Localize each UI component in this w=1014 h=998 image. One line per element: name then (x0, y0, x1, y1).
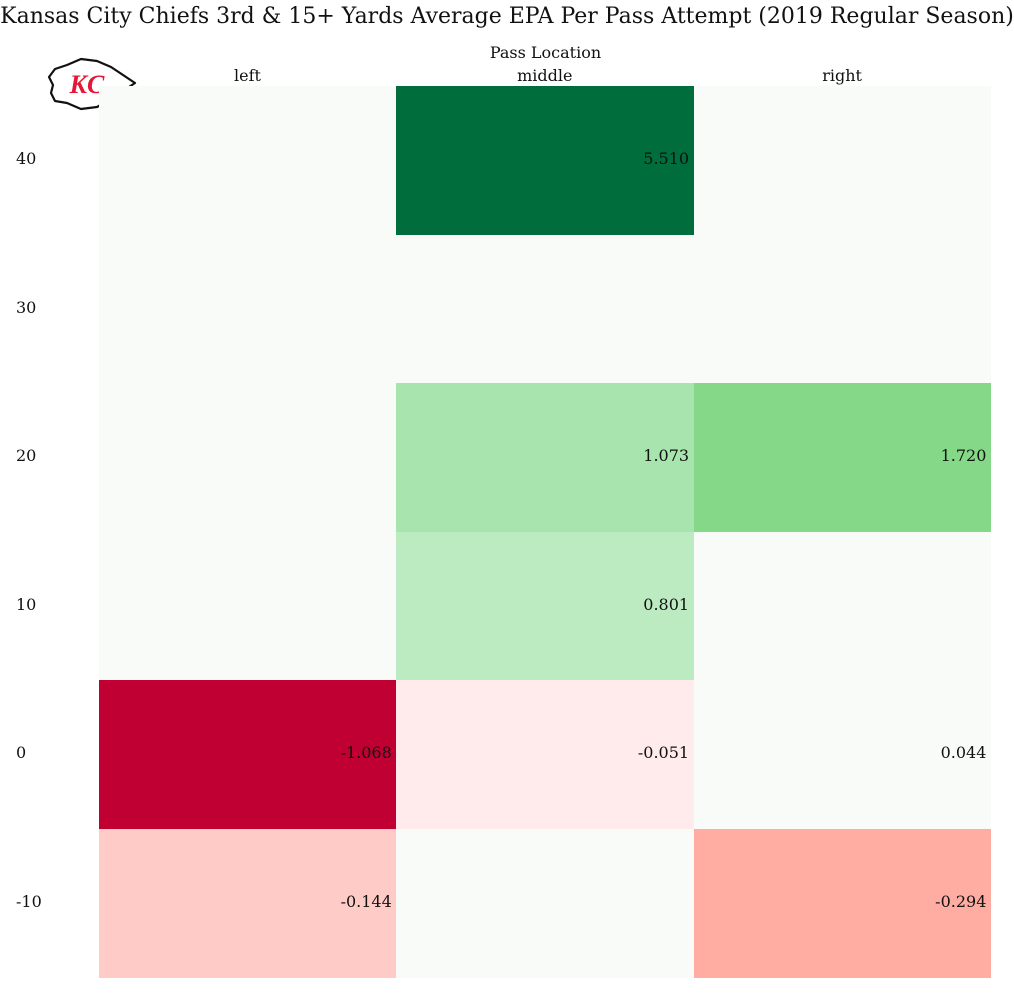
heatmap-cell-right-0: 0.044 (693, 680, 992, 829)
y-tick-label--10: -10 (16, 891, 42, 911)
heatmap-cell-middle-40: 5.510 (396, 86, 695, 235)
heatmap-cell-left-30 (99, 234, 397, 384)
x-tick-label-left: left (234, 66, 261, 85)
y-tick-label-30: 30 (16, 297, 37, 317)
heatmap-cell-right-40 (693, 86, 992, 235)
cell-value-label: -0.051 (637, 743, 690, 763)
heatmap-cell-middle-0: -0.051 (396, 680, 695, 829)
heatmap-cell-left-0: -1.068 (99, 680, 397, 829)
chart-title: Kansas City Chiefs 3rd & 15+ Yards Avera… (0, 4, 1014, 29)
heatmap-cell-left-10 (99, 531, 397, 681)
y-tick-label-20: 20 (16, 446, 37, 466)
heatmap-cell-right--10: -0.294 (693, 828, 992, 978)
x-tick-label-right: right (822, 66, 862, 85)
y-tick-label-10: 10 (16, 594, 37, 614)
cell-value-label: 1.073 (643, 446, 690, 466)
heatmap-cell-left-40 (99, 86, 397, 235)
x-tick-label-middle: middle (517, 66, 573, 85)
cell-value-label: 0.044 (940, 743, 987, 763)
x-axis-label: Pass Location (489, 43, 602, 62)
heatmap-cell-right-20: 1.720 (693, 383, 992, 532)
heatmap-cell-left-20 (99, 383, 397, 532)
cell-value-label: 0.801 (643, 594, 690, 614)
heatmap-cell-middle-20: 1.073 (396, 383, 695, 532)
heatmap-cell-left--10: -0.144 (99, 828, 397, 978)
logo-text: KC (69, 70, 105, 99)
cell-value-label: -1.068 (340, 743, 392, 763)
heatmap-cell-right-30 (693, 234, 992, 384)
heatmap-cell-middle--10 (396, 828, 695, 978)
heatmap-cell-middle-10: 0.801 (396, 531, 695, 681)
cell-value-label: -0.144 (340, 891, 392, 911)
y-tick-label-0: 0 (16, 743, 27, 763)
heatmap-cell-middle-30 (396, 234, 695, 384)
cell-value-label: -0.294 (935, 891, 987, 911)
y-tick-label-40: 40 (16, 149, 37, 169)
cell-value-label: 5.510 (643, 149, 690, 169)
heatmap-cell-right-10 (693, 531, 992, 681)
cell-value-label: 1.720 (940, 446, 987, 466)
